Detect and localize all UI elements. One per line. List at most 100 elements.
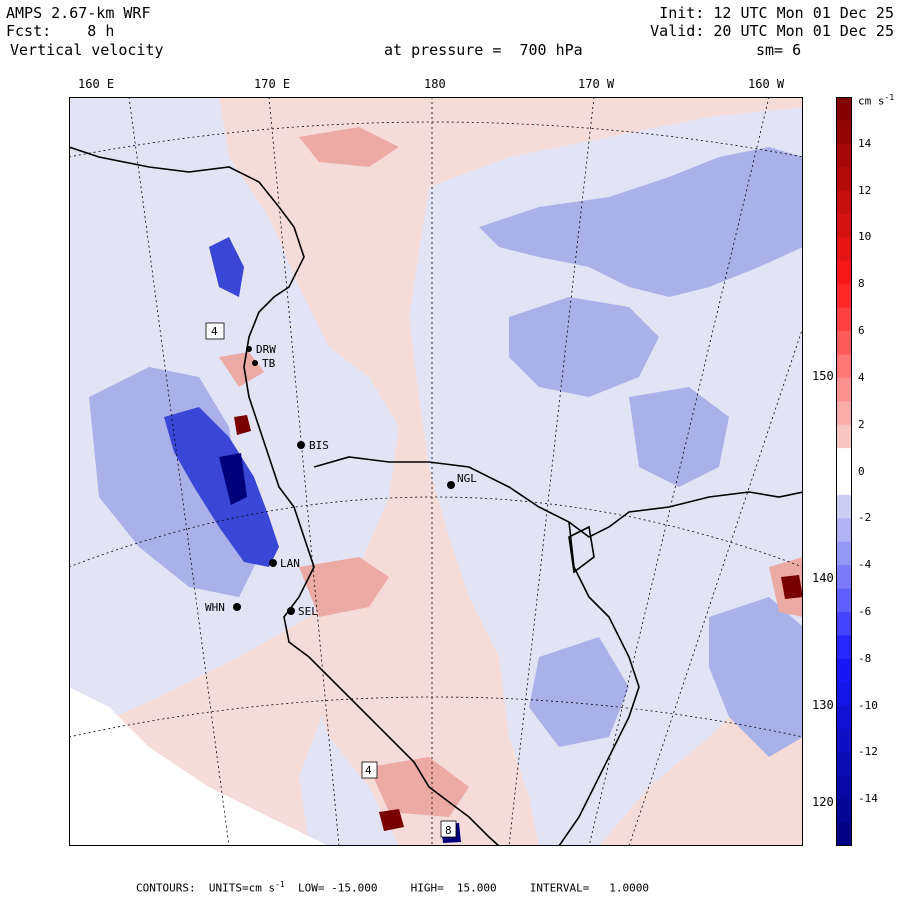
- colorbar-units: cm s-1: [858, 93, 895, 108]
- colorbar-tick-label: -14: [858, 792, 878, 806]
- medium-red-patch: [369, 757, 469, 817]
- colorbar-bin: [836, 822, 852, 846]
- colorbar-bin: [836, 635, 852, 660]
- colorbar-tick-label: 12: [858, 183, 872, 197]
- contour-label-box: [361, 761, 378, 779]
- strong-updraft-core: [781, 575, 803, 599]
- colorbar-tick-label: 4: [858, 370, 865, 384]
- lon-label: 160 E: [78, 77, 115, 91]
- station-label: NGL: [457, 472, 477, 485]
- colorbar-tick-label: -12: [858, 745, 878, 759]
- strong-downdraft-core: [219, 453, 247, 505]
- colorbar-tick-label: 10: [858, 230, 872, 244]
- init-time: Init: 12 UTC Mon 01 Dec 25: [659, 4, 894, 22]
- station-label: SEL: [298, 605, 318, 618]
- colorbar-tick-label: 0: [858, 464, 865, 478]
- station-marker: [246, 346, 252, 352]
- station-marker: [269, 559, 277, 567]
- colorbar-frame: [836, 97, 852, 846]
- light-red-region: [309, 567, 509, 846]
- colorbar-bin: [836, 260, 852, 285]
- colorbar-bin: [836, 775, 852, 800]
- station-label: DRW: [256, 343, 276, 356]
- station-marker: [297, 441, 305, 449]
- lon-label: 160 W: [748, 77, 785, 91]
- station-label: LAN: [280, 557, 300, 570]
- meridian-line: [268, 97, 340, 846]
- colorbar-bin: [836, 377, 852, 402]
- colorbar-bin: [836, 214, 852, 238]
- colorbar-bin: [836, 682, 852, 707]
- colorbar-bin: [836, 307, 852, 332]
- colorbar-bin: [836, 448, 852, 472]
- colorbar-tick-label: -6: [858, 604, 872, 618]
- meridian-line: [588, 97, 770, 846]
- colorbar-tick-label: 6: [858, 324, 865, 338]
- colorbar-tick-label: 8: [858, 277, 865, 291]
- colorbar-bin: [836, 167, 852, 192]
- contour-info: CONTOURS: UNITS=cm s-1 LOW= -15.000 HIGH…: [136, 880, 650, 895]
- strong-updraft-core: [234, 415, 251, 435]
- model-title: AMPS 2.67-km WRF: [6, 4, 151, 22]
- light-blue-region: [409, 107, 803, 846]
- colorbar-bin: [836, 120, 852, 145]
- colorbar-bin: [836, 190, 852, 215]
- colorbar-bin: [836, 471, 852, 496]
- medium-red-patch: [299, 127, 399, 167]
- valid-time: Valid: 20 UTC Mon 01 Dec 25: [650, 22, 894, 40]
- grounding-line: [558, 521, 640, 846]
- colorbar-bin: [836, 237, 852, 262]
- colorbar-tick-label: -4: [858, 558, 872, 572]
- colorbar: [836, 97, 852, 846]
- colorbar-tick-label: -8: [858, 651, 872, 665]
- strong-updraft-core: [379, 809, 404, 831]
- no-data-region: [69, 687, 329, 846]
- medium-red-patch: [219, 352, 264, 387]
- contour-label: 8: [445, 824, 452, 837]
- colorbar-tick-label: -2: [858, 511, 872, 525]
- vertical-velocity-map: BIS NGL LAN WHN SEL DRW TB 4 4 8: [69, 97, 803, 846]
- coastline: [69, 146, 500, 846]
- station-label: TB: [262, 357, 276, 370]
- roosevelt-island: [568, 525, 595, 574]
- meridian-line: [128, 97, 230, 846]
- station-label: BIS: [309, 439, 329, 452]
- colorbar-bin: [836, 752, 852, 777]
- contour-label: 4: [365, 764, 372, 777]
- lon-label: 170 W: [578, 77, 615, 91]
- parallel-line: [69, 121, 803, 158]
- parallel-line: [69, 496, 803, 568]
- station-marker: [252, 360, 258, 366]
- station-marker: [287, 607, 295, 615]
- medium-blue-patch: [509, 297, 659, 397]
- medium-blue-patch: [529, 637, 629, 747]
- colorbar-bin: [836, 799, 852, 824]
- colorbar-bin: [836, 424, 852, 449]
- contour-label: 4: [211, 325, 218, 338]
- smoothing-value: sm= 6: [756, 41, 802, 59]
- colorbar-bin: [836, 611, 852, 636]
- colorbar-bin: [836, 354, 852, 379]
- colorbar-tick-label: -10: [858, 698, 878, 712]
- meridian-line: [508, 97, 595, 846]
- colorbar-bin: [836, 728, 852, 753]
- colorbar-tick-label: 14: [858, 136, 872, 150]
- lon-label: 170 E: [254, 77, 291, 91]
- colorbar-bin: [836, 658, 852, 683]
- colorbar-bin: [836, 705, 852, 730]
- station-marker: [447, 481, 455, 489]
- forecast-label: Fcst: 8 h: [6, 22, 115, 40]
- field-name: Vertical velocity: [10, 41, 164, 59]
- station-marker: [233, 603, 241, 611]
- colorbar-bin: [836, 518, 852, 543]
- meridian-line: [628, 326, 803, 846]
- lon-label: 180: [424, 77, 446, 91]
- colorbar-tick-label: 2: [858, 417, 865, 431]
- colorbar-bin: [836, 284, 852, 309]
- medium-red-patch: [299, 557, 389, 617]
- colorbar-bin: [836, 331, 852, 355]
- colorbar-bin: [836, 588, 852, 613]
- contour-label-box: [440, 820, 457, 838]
- map-frame: [69, 97, 803, 846]
- medium-blue-patch: [709, 597, 803, 757]
